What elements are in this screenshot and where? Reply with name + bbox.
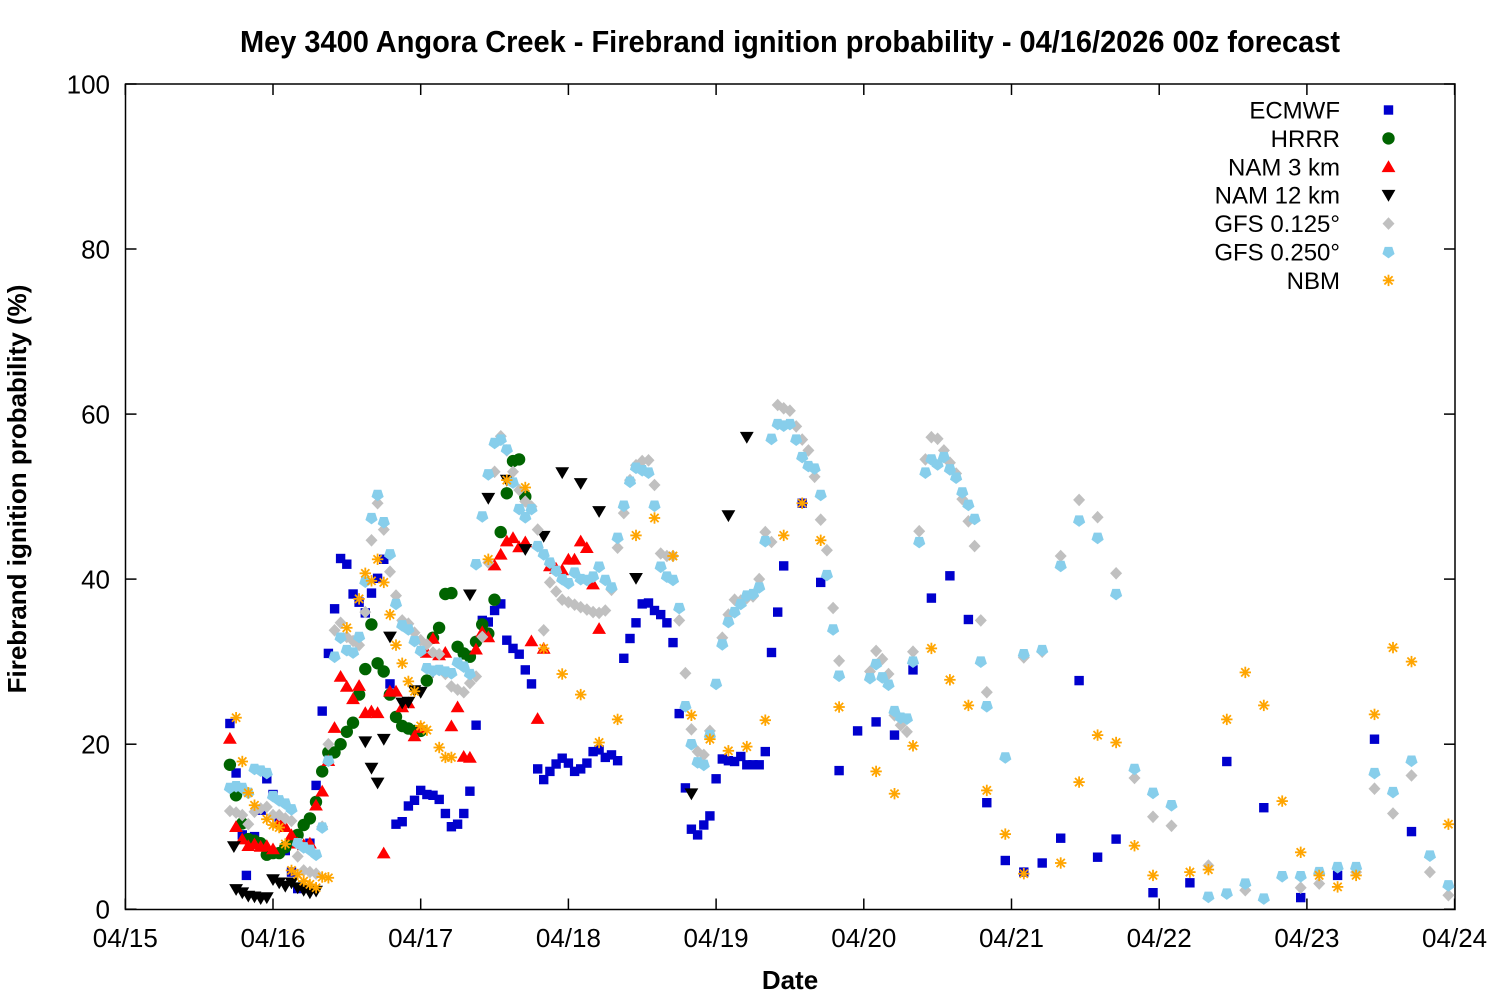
svg-text:NAM 3 km: NAM 3 km	[1228, 154, 1340, 181]
svg-text:Firebrand ignition probability: Firebrand ignition probability (%)	[2, 285, 32, 694]
svg-text:04/16: 04/16	[240, 923, 305, 953]
svg-text:0: 0	[96, 895, 110, 925]
svg-text:GFS 0.125°: GFS 0.125°	[1214, 211, 1340, 238]
svg-text:Date: Date	[762, 965, 818, 995]
svg-text:100: 100	[67, 70, 110, 100]
svg-text:NBM: NBM	[1287, 268, 1340, 295]
svg-text:04/21: 04/21	[979, 923, 1044, 953]
svg-text:04/18: 04/18	[536, 923, 601, 953]
svg-text:04/22: 04/22	[1127, 923, 1192, 953]
svg-text:20: 20	[81, 730, 110, 760]
svg-text:ECMWF: ECMWF	[1249, 98, 1340, 125]
svg-text:04/17: 04/17	[388, 923, 453, 953]
svg-text:04/15: 04/15	[93, 923, 158, 953]
svg-text:04/20: 04/20	[831, 923, 896, 953]
svg-text:NAM 12 km: NAM 12 km	[1215, 183, 1340, 210]
svg-text:04/19: 04/19	[684, 923, 749, 953]
svg-text:60: 60	[81, 400, 110, 430]
svg-text:04/24: 04/24	[1422, 923, 1487, 953]
svg-text:40: 40	[81, 565, 110, 595]
svg-text:04/23: 04/23	[1274, 923, 1339, 953]
svg-text:80: 80	[81, 235, 110, 265]
svg-text:Mey 3400 Angora Creek - Firebr: Mey 3400 Angora Creek - Firebrand igniti…	[240, 24, 1340, 59]
svg-text:HRRR: HRRR	[1271, 126, 1340, 153]
svg-text:GFS 0.250°: GFS 0.250°	[1214, 240, 1340, 267]
